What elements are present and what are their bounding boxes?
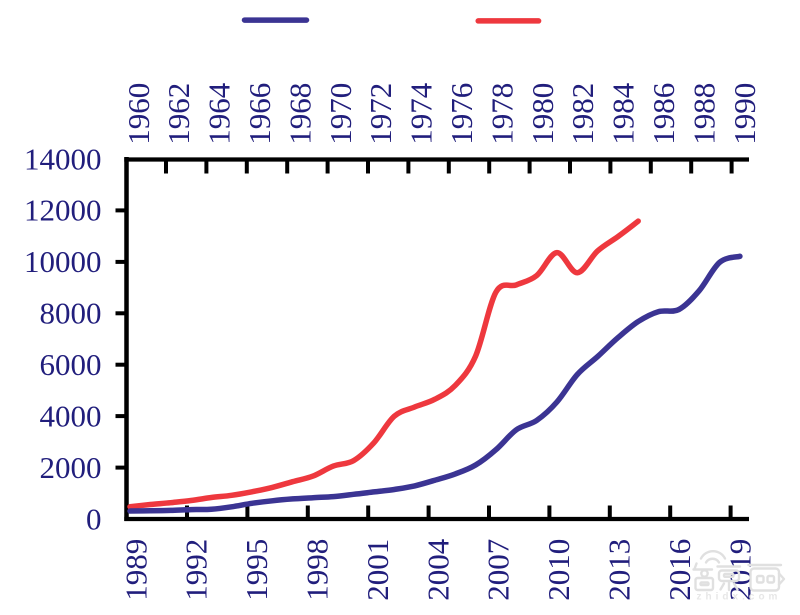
svg-text:1992: 1992	[179, 539, 214, 601]
svg-text:1989: 1989	[118, 539, 153, 601]
svg-text:1982: 1982	[565, 83, 600, 145]
svg-text:1986: 1986	[646, 83, 681, 145]
svg-text:8000: 8000	[40, 296, 102, 331]
svg-text:14000: 14000	[24, 141, 102, 176]
svg-text:1972: 1972	[363, 83, 398, 145]
svg-text:2007: 2007	[481, 539, 516, 601]
svg-text:1968: 1968	[282, 83, 317, 145]
svg-text:1998: 1998	[300, 539, 335, 601]
svg-text:1980: 1980	[525, 83, 560, 145]
svg-text:2010: 2010	[541, 539, 576, 601]
svg-text:1976: 1976	[444, 83, 479, 145]
svg-text:1962: 1962	[161, 83, 196, 145]
svg-text:10000: 10000	[24, 244, 102, 279]
svg-text:1984: 1984	[606, 82, 641, 145]
svg-text:1978: 1978	[484, 83, 519, 145]
svg-text:1995: 1995	[239, 539, 274, 601]
svg-text:4000: 4000	[40, 398, 102, 433]
svg-text:1990: 1990	[727, 83, 762, 145]
svg-text:2016: 2016	[662, 539, 697, 601]
svg-text:1960: 1960	[121, 83, 156, 145]
svg-text:2000: 2000	[40, 450, 102, 485]
svg-text:1966: 1966	[242, 83, 277, 145]
svg-text:12000: 12000	[24, 193, 102, 228]
svg-text:2004: 2004	[420, 538, 455, 601]
svg-text:1964: 1964	[202, 82, 237, 145]
svg-text:1974: 1974	[404, 82, 439, 145]
svg-text:2001: 2001	[360, 539, 395, 601]
svg-text:0: 0	[86, 501, 102, 536]
svg-text:1970: 1970	[323, 83, 358, 145]
svg-text:zhidx.com: zhidx.com	[697, 592, 782, 603]
svg-text:6000: 6000	[40, 347, 102, 382]
svg-text:2013: 2013	[602, 539, 637, 601]
svg-text:1988: 1988	[686, 83, 721, 145]
